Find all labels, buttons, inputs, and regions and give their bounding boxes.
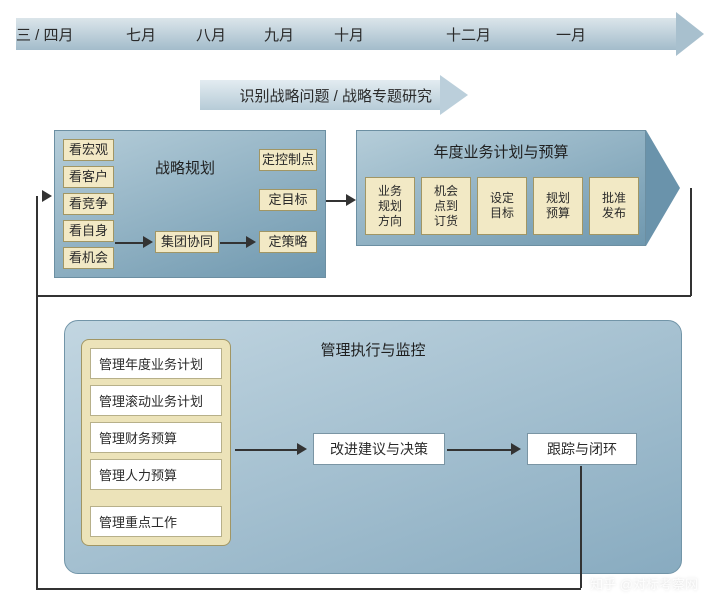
- connector-line: [326, 200, 348, 202]
- topic-stripe: 识别战略问题 / 战略专题研究: [200, 80, 468, 110]
- timeline-arrowhead-icon: [676, 12, 704, 56]
- annual-plan-item: 业务 规划 方向: [365, 177, 415, 235]
- annual-plan-item: 机会 点到 订货: [421, 177, 471, 235]
- timeline-item: 八月: [196, 24, 226, 45]
- connector-line: [580, 466, 582, 588]
- management-list-item: 管理重点工作: [90, 506, 222, 537]
- topic-stripe-arrowhead-icon: [440, 75, 468, 115]
- timeline-item: 一月: [556, 24, 586, 45]
- strategy-left-item: 看客户: [63, 166, 114, 188]
- arrow-right-icon: [346, 194, 356, 206]
- connector-line: [36, 588, 581, 590]
- timeline-item: 十二月: [446, 24, 491, 45]
- timeline-item: 九月: [264, 24, 294, 45]
- strategy-center-item: 集团协同: [155, 231, 219, 253]
- strategy-panel: 战略规划 看宏观 看客户 看竞争 看自身 看机会 定控制点 定目标 定策略 集团…: [54, 130, 326, 278]
- strategy-left-item: 看机会: [63, 247, 114, 269]
- strategy-right-item: 定目标: [259, 189, 317, 211]
- topic-stripe-label: 识别战略问题 / 战略专题研究: [239, 85, 432, 106]
- annual-plan-panel: 年度业务计划与预算 业务 规划 方向 机会 点到 订货 设定 目标 规划 预算 …: [356, 130, 680, 246]
- watermark: 知乎 @对标考察网: [590, 574, 698, 593]
- arrow-right-icon: [42, 190, 52, 202]
- connector-line: [36, 295, 691, 297]
- annual-plan-item: 批准 发布: [589, 177, 639, 235]
- connector-line: [220, 242, 248, 244]
- management-list: 管理年度业务计划 管理滚动业务计划 管理财务预算 管理人力预算 管理重点工作: [81, 339, 231, 546]
- timeline-item: 十月: [334, 24, 364, 45]
- management-list-item: 管理滚动业务计划: [90, 385, 222, 416]
- management-list-item: 管理人力预算: [90, 459, 222, 490]
- arrow-right-icon: [246, 236, 256, 248]
- timeline-item: 七月: [126, 24, 156, 45]
- strategy-left-item: 看宏观: [63, 139, 114, 161]
- connector-line: [36, 196, 38, 296]
- connector-line: [447, 449, 513, 451]
- management-list-item: 管理年度业务计划: [90, 348, 222, 379]
- connector-line: [36, 296, 38, 589]
- tracking-box: 跟踪与闭环: [527, 433, 637, 465]
- connector-line: [115, 242, 145, 244]
- improvement-box: 改进建议与决策: [313, 433, 445, 465]
- connector-line: [690, 188, 692, 296]
- annual-plan-item: 设定 目标: [477, 177, 527, 235]
- arrow-right-icon: [143, 236, 153, 248]
- execution-panel: 管理执行与监控 管理年度业务计划 管理滚动业务计划 管理财务预算 管理人力预算 …: [64, 320, 682, 574]
- strategy-right-item: 定控制点: [259, 149, 317, 171]
- annual-plan-arrowhead-icon: [646, 130, 680, 246]
- arrow-right-icon: [297, 443, 307, 455]
- management-list-item: 管理财务预算: [90, 422, 222, 453]
- timeline-item: 三 / 四月: [16, 24, 74, 45]
- annual-plan-item: 规划 预算: [533, 177, 583, 235]
- arrow-right-icon: [511, 443, 521, 455]
- timeline: 三 / 四月 七月 八月 九月 十月 十二月 一月: [16, 12, 704, 56]
- timeline-body: 三 / 四月 七月 八月 九月 十月 十二月 一月: [16, 18, 676, 50]
- topic-stripe-body: 识别战略问题 / 战略专题研究: [200, 80, 440, 110]
- strategy-left-item: 看竞争: [63, 193, 114, 215]
- annual-plan-title: 年度业务计划与预算: [357, 141, 645, 162]
- strategy-panel-title: 战略规划: [155, 157, 215, 178]
- strategy-right-item: 定策略: [259, 231, 317, 253]
- connector-line: [235, 449, 299, 451]
- strategy-left-item: 看自身: [63, 220, 114, 242]
